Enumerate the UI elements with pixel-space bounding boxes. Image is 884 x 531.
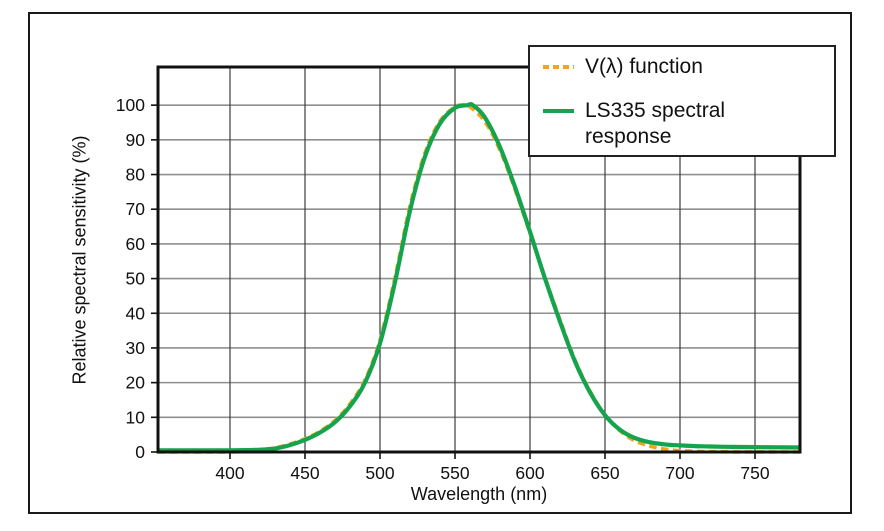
legend: V(λ) function LS335 spectral response <box>528 45 836 157</box>
y-tick-label: 10 <box>126 407 146 427</box>
legend-item-ls335: LS335 spectral response <box>543 98 824 150</box>
y-tick-label: 20 <box>126 373 146 393</box>
x-tick-label: 700 <box>665 463 694 483</box>
y-tick-label: 30 <box>126 338 146 358</box>
legend-swatch-dashed-line-icon <box>543 65 574 69</box>
y-tick-label: 90 <box>126 130 146 150</box>
plot-frame <box>156 65 802 454</box>
x-tick-label: 500 <box>365 463 394 483</box>
ls335-curve <box>157 102 801 453</box>
legend-label-vlambda: V(λ) function <box>585 55 703 78</box>
y-tick-label: 0 <box>135 442 145 462</box>
legend-label-ls335: LS335 spectral response <box>585 99 726 148</box>
legend-swatch-solid-line-icon <box>543 109 574 113</box>
x-tick-label: 650 <box>590 463 619 483</box>
y-tick-label: 80 <box>126 165 146 185</box>
y-tick-label: 70 <box>126 199 146 219</box>
y-tick-label: 50 <box>126 269 146 289</box>
x-axis-title: Wavelength (nm) <box>410 484 548 504</box>
y-axis-title: Relative spectral sensitivity (%) <box>69 135 90 385</box>
legend-item-vlambda: V(λ) function <box>543 54 824 80</box>
y-tick-label: 40 <box>126 303 146 323</box>
y-tick-label: 100 <box>116 95 145 115</box>
x-tick-label: 400 <box>215 463 244 483</box>
x-tick-label: 550 <box>440 463 469 483</box>
x-tick-label: 450 <box>290 463 319 483</box>
x-tick-label: 600 <box>515 463 544 483</box>
x-tick-label: 750 <box>740 463 769 483</box>
y-tick-label: 60 <box>126 234 146 254</box>
